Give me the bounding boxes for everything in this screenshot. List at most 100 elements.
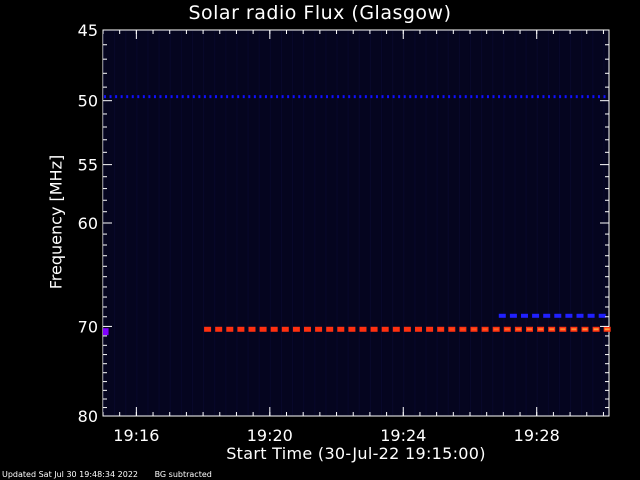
emission-mark — [153, 95, 156, 99]
emission-highlight — [571, 328, 577, 331]
emission-mark — [314, 95, 317, 99]
background-column — [369, 31, 371, 415]
emission-mark — [103, 328, 109, 336]
emission-mark — [398, 95, 401, 99]
background-column — [314, 31, 316, 415]
background-column — [225, 31, 227, 415]
emission-mark — [387, 95, 390, 99]
emission-mark — [115, 95, 118, 99]
x-axis-label: Start Time (30-Jul-22 19:15:00) — [226, 444, 486, 463]
emission-mark — [292, 326, 300, 332]
chart-title: Solar radio Flux (Glasgow) — [188, 2, 452, 24]
emission-mark — [475, 95, 478, 99]
background-column — [481, 31, 483, 415]
emission-mark — [576, 313, 584, 318]
emission-marks — [103, 31, 611, 415]
emission-mark — [492, 326, 500, 332]
background-column — [125, 31, 127, 415]
emission-highlight — [471, 328, 477, 331]
background-column — [180, 31, 182, 415]
background-column — [414, 31, 416, 415]
emission-mark — [554, 313, 562, 318]
background-column — [558, 31, 560, 415]
y-tick-label: 60 — [78, 214, 98, 233]
emission-mark — [564, 95, 567, 99]
emission-mark — [320, 95, 323, 99]
emission-mark — [176, 95, 179, 99]
emission-highlight — [538, 328, 544, 331]
background-column — [169, 31, 171, 415]
emission-mark — [431, 95, 434, 99]
background-column — [258, 31, 260, 415]
emission-mark — [448, 95, 451, 99]
y-tick-label: 50 — [78, 92, 98, 111]
emission-mark — [520, 95, 523, 99]
background-column — [469, 31, 471, 415]
background-column — [347, 31, 349, 415]
emission-mark — [531, 95, 534, 99]
background-column — [492, 31, 494, 415]
emission-mark — [298, 95, 301, 99]
emission-mark — [403, 326, 411, 332]
emission-highlight — [560, 328, 566, 331]
emission-mark — [348, 326, 356, 332]
emission-mark — [481, 95, 484, 99]
emission-mark — [203, 95, 206, 99]
background-column — [114, 31, 116, 415]
emission-mark — [142, 95, 145, 99]
background-column — [503, 31, 505, 415]
emission-mark — [292, 95, 295, 99]
emission-mark — [342, 95, 345, 99]
emission-mark — [586, 95, 589, 99]
emission-mark — [525, 95, 528, 99]
emission-highlight — [549, 328, 555, 331]
background-column — [547, 31, 549, 415]
emission-mark — [520, 313, 528, 318]
background-column — [536, 31, 538, 415]
background-column — [381, 31, 383, 415]
background-column — [592, 31, 594, 415]
emission-mark — [498, 95, 501, 99]
emission-mark — [570, 95, 573, 99]
background-column — [269, 31, 271, 415]
emission-mark — [542, 95, 545, 99]
emission-highlight — [493, 328, 499, 331]
x-tick-label: 19:24 — [380, 426, 426, 445]
emission-highlight — [449, 328, 455, 331]
background-column — [325, 31, 327, 415]
emission-mark — [575, 95, 578, 99]
y-tick-label: 45 — [78, 21, 98, 40]
y-tick-label: 80 — [78, 407, 98, 426]
background-column — [247, 31, 249, 415]
emission-mark — [437, 326, 445, 332]
emission-mark — [276, 95, 279, 99]
emission-mark — [370, 95, 373, 99]
emission-mark — [453, 95, 456, 99]
background-column — [191, 31, 193, 415]
emission-mark — [464, 95, 467, 99]
emission-mark — [337, 95, 340, 99]
emission-highlight — [582, 328, 588, 331]
emission-mark — [259, 326, 267, 332]
background-column — [403, 31, 405, 415]
background-column — [514, 31, 516, 415]
background-column — [214, 31, 216, 415]
emission-highlight — [482, 328, 488, 331]
emission-mark — [364, 95, 367, 99]
y-axis-label: Frequency [MHz] — [46, 154, 66, 290]
updated-timestamp: Updated Sat Jul 30 19:48:34 2022 — [2, 470, 139, 479]
emission-mark — [281, 326, 289, 332]
emission-mark — [165, 95, 168, 99]
emission-mark — [259, 95, 262, 99]
emission-mark — [198, 95, 201, 99]
emission-mark — [503, 326, 511, 332]
emission-mark — [565, 313, 573, 318]
emission-mark — [559, 95, 562, 99]
y-tick-label: 70 — [78, 317, 98, 336]
y-tick-label: 55 — [78, 156, 98, 175]
emission-mark — [375, 95, 378, 99]
emission-mark — [248, 95, 251, 99]
background-column — [147, 31, 149, 415]
emission-mark — [381, 326, 389, 332]
